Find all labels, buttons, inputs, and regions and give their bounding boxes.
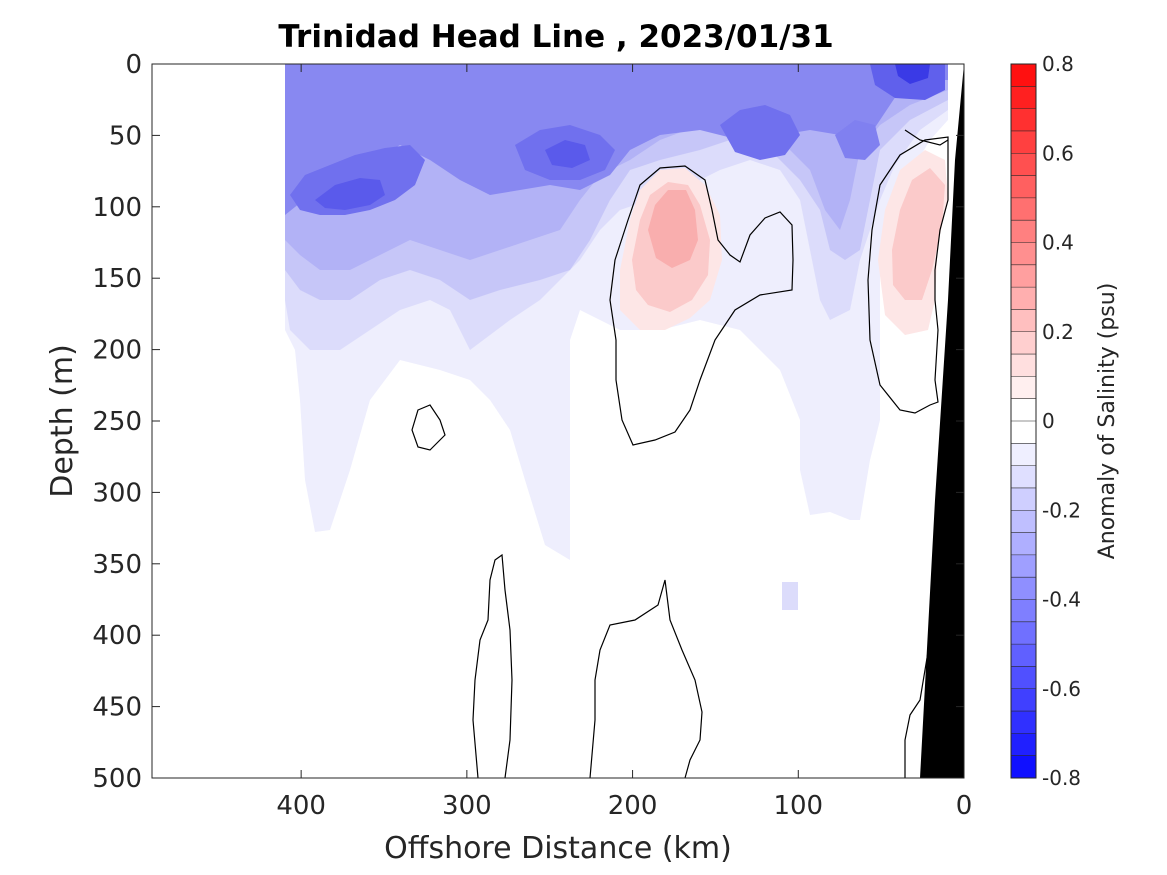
zero-contours	[411, 129, 949, 778]
colorbar-tick-label-0: 0.8	[1042, 52, 1074, 76]
x-tick-label-1: 300	[442, 791, 492, 821]
y-tick-label-2: 100	[92, 193, 142, 223]
colorbar-ticks: 0.8 0.6 0.4 0.2 0 -0.2 -0.4 -0.6 -0.8	[1042, 52, 1081, 790]
colorbar-segment-22	[1011, 554, 1036, 578]
y-tick-label-7: 350	[92, 550, 142, 580]
colorbar-segment-11	[1011, 309, 1036, 333]
x-axis-label: Offshore Distance (km)	[384, 831, 732, 866]
colorbar-segment-19	[1011, 487, 1036, 511]
colorbar-segment-0	[1011, 64, 1036, 87]
colorbar-tick-label-5: -0.2	[1042, 498, 1081, 522]
colorbar-segment-26	[1011, 644, 1036, 667]
colorbar-segment-13	[1011, 354, 1036, 377]
zero-contour-shelf	[904, 129, 949, 146]
anomaly-small-neg-patch	[782, 582, 798, 610]
colorbar-segment-3	[1011, 130, 1036, 154]
colorbar-segment-6	[1011, 197, 1036, 221]
colorbar-segment-7	[1011, 220, 1036, 243]
zero-contour-deep-east	[904, 639, 931, 778]
x-tick-label-4: 0	[956, 791, 973, 821]
anomaly-core-neg-ne	[835, 120, 880, 160]
zero-contour-deep-center	[589, 579, 703, 778]
anomaly-pos-center-core	[648, 190, 698, 268]
y-axis: 0 50 100 150 200 250 300 350 400 450 500	[92, 50, 964, 794]
colorbar-segment-16	[1011, 421, 1036, 444]
x-axis: 400 300 200 100 0	[276, 64, 972, 821]
y-tick-label-6: 300	[92, 478, 142, 508]
y-tick-label-9: 450	[92, 693, 142, 723]
colorbar-segment-20	[1011, 510, 1036, 533]
colorbar-segment-15	[1011, 398, 1036, 422]
colorbar-tick-label-8: -0.8	[1042, 766, 1081, 790]
negative-anomaly-field	[285, 64, 948, 610]
colorbar-tick-label-3: 0.2	[1042, 320, 1074, 344]
land-mask	[920, 64, 964, 778]
colorbar-segment-10	[1011, 287, 1036, 310]
colorbar-tick-label-7: -0.6	[1042, 677, 1081, 701]
y-tick-label-0: 0	[125, 50, 142, 80]
colorbar-segment-9	[1011, 264, 1036, 288]
colorbar-segment-12	[1011, 331, 1036, 355]
plot-area	[285, 64, 964, 778]
y-tick-label-8: 400	[92, 621, 142, 651]
x-tick-label-3: 100	[773, 791, 823, 821]
anomaly-core-neg-surface-inner	[895, 64, 930, 84]
chart-title: Trinidad Head Line , 2023/01/31	[278, 19, 833, 55]
x-tick-label-0: 400	[276, 791, 326, 821]
anomaly-core-neg-west-inner	[315, 178, 385, 210]
colorbar-segment-21	[1011, 532, 1036, 556]
colorbar-segment-2	[1011, 108, 1036, 132]
colorbar-tick-label-4: 0	[1042, 409, 1055, 433]
y-tick-label-4: 200	[92, 336, 142, 366]
colorbar-segment-17	[1011, 443, 1036, 466]
y-tick-label-1: 50	[109, 121, 142, 151]
y-axis-label: Depth (m)	[45, 344, 80, 498]
colorbar-segment-1	[1011, 86, 1036, 109]
zero-contour-east	[867, 136, 949, 414]
colorbar-segment-25	[1011, 621, 1036, 645]
colorbar-segment-30	[1011, 733, 1036, 756]
colorbar-segment-28	[1011, 688, 1036, 712]
colorbar-segment-27	[1011, 666, 1036, 690]
y-tick-label-5: 250	[92, 407, 142, 437]
anomaly-band-neg-6	[285, 64, 948, 215]
positive-anomaly-field	[620, 150, 948, 335]
colorbar-segment-4	[1011, 153, 1036, 176]
colorbar-tick-label-1: 0.6	[1042, 141, 1074, 165]
colorbar	[1010, 63, 1037, 779]
colorbar-frame	[1010, 63, 1037, 779]
x-tick-label-2: 200	[608, 791, 658, 821]
colorbar-segment-8	[1011, 242, 1036, 266]
zero-contour-small-loop	[411, 404, 446, 451]
colorbar-segment-5	[1011, 175, 1036, 199]
colorbar-segment-29	[1011, 711, 1036, 734]
colorbar-segment-14	[1011, 376, 1036, 399]
colorbar-segment-31	[1011, 755, 1036, 779]
zero-contour-deep-west	[472, 553, 513, 778]
colorbar-tick-label-6: -0.4	[1042, 588, 1081, 612]
anomaly-pos-east-mid	[892, 168, 945, 300]
y-tick-label-10: 500	[92, 764, 142, 794]
anomaly-core-neg-mid-inner	[545, 140, 590, 168]
y-tick-label-3: 150	[92, 264, 142, 294]
anomaly-core-neg-east	[720, 105, 800, 160]
colorbar-segment-23	[1011, 577, 1036, 600]
colorbar-segment-18	[1011, 465, 1036, 489]
zero-contour-center	[609, 165, 794, 446]
colorbar-segment-24	[1011, 599, 1036, 623]
colorbar-tick-label-2: 0.4	[1042, 231, 1074, 255]
colorbar-label: Anomaly of Salinity (psu)	[1095, 283, 1120, 560]
